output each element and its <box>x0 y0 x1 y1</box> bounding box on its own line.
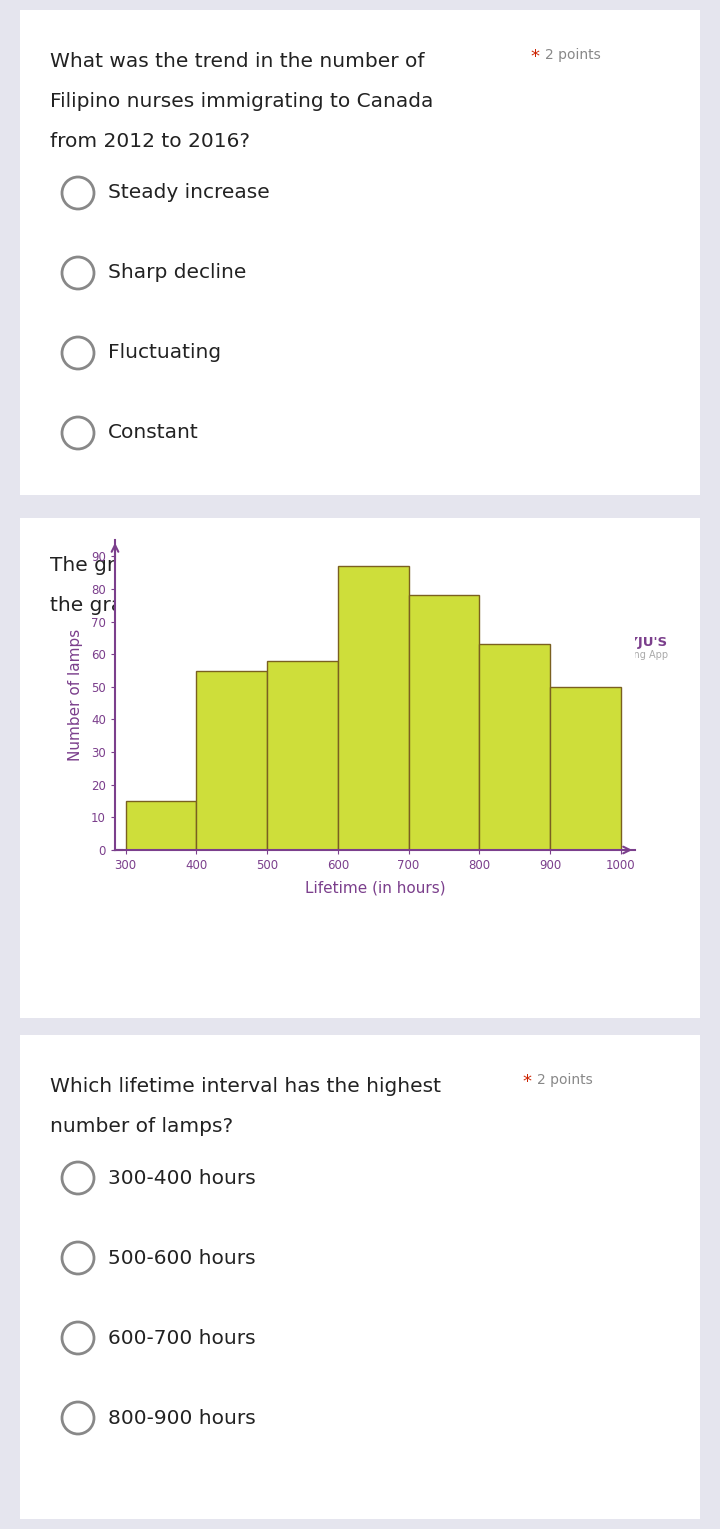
Text: 2 points: 2 points <box>537 1073 593 1087</box>
Text: BYJU'S: BYJU'S <box>620 636 668 648</box>
Text: Steady increase: Steady increase <box>108 183 270 202</box>
Bar <box>480 644 550 850</box>
Text: Constant: Constant <box>108 424 199 442</box>
Text: Which lifetime interval has the highest: Which lifetime interval has the highest <box>50 1076 441 1096</box>
Y-axis label: Number of lamps: Number of lamps <box>68 628 83 761</box>
Text: *: * <box>530 47 539 66</box>
Text: 2 points: 2 points <box>545 47 600 63</box>
Text: *: * <box>522 1073 531 1092</box>
Text: number of lamps?: number of lamps? <box>50 1118 233 1136</box>
FancyBboxPatch shape <box>17 1032 703 1521</box>
Bar <box>267 661 338 850</box>
Bar <box>125 801 197 850</box>
Text: 600-700 hours: 600-700 hours <box>108 1329 256 1347</box>
Text: Sharp decline: Sharp decline <box>108 263 246 283</box>
X-axis label: Lifetime (in hours): Lifetime (in hours) <box>305 881 445 896</box>
Text: Fluctuating: Fluctuating <box>108 344 221 362</box>
Text: the graph to answer the next three questions.: the graph to answer the next three quest… <box>50 596 516 615</box>
Text: 500-600 hours: 500-600 hours <box>108 1249 256 1268</box>
Bar <box>338 566 409 850</box>
Text: The graph shows the lifetime of lamps. Use: The graph shows the lifetime of lamps. U… <box>50 557 488 575</box>
Text: 800-900 hours: 800-900 hours <box>108 1408 256 1428</box>
Text: Filipino nurses immigrating to Canada: Filipino nurses immigrating to Canada <box>50 92 433 112</box>
FancyBboxPatch shape <box>17 515 703 1021</box>
Text: from 2012 to 2016?: from 2012 to 2016? <box>50 131 250 151</box>
Bar <box>550 687 621 850</box>
Text: 300-400 hours: 300-400 hours <box>108 1168 256 1188</box>
Text: The Learning App: The Learning App <box>582 650 668 661</box>
FancyBboxPatch shape <box>17 8 703 498</box>
Text: What was the trend in the number of: What was the trend in the number of <box>50 52 425 70</box>
Bar <box>409 595 480 850</box>
Bar <box>197 671 267 850</box>
